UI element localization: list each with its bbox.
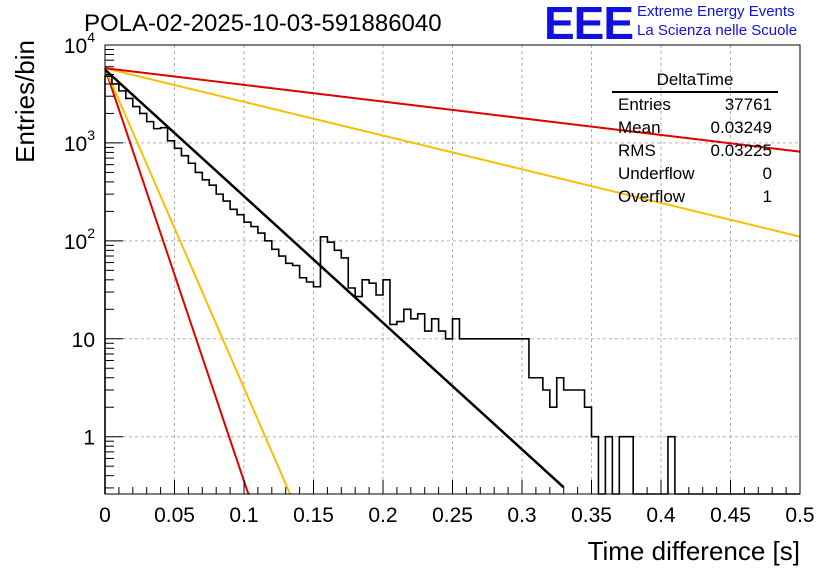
histogram xyxy=(104,75,800,495)
stats-value: 0.03225 xyxy=(710,141,772,160)
eee-logo: EEE xyxy=(544,0,634,49)
x-tick-label: 0.45 xyxy=(710,504,751,527)
stats-title: DeltaTime xyxy=(612,70,778,93)
stats-row-entries: Entries 37761 xyxy=(612,93,778,116)
logo-line-1: Extreme Energy Events xyxy=(637,3,795,20)
reference-curves xyxy=(104,67,801,495)
stats-value: 0 xyxy=(762,164,772,183)
stats-row-mean: Mean 0.03249 xyxy=(612,116,778,139)
stats-label: Overflow xyxy=(618,187,686,206)
stats-label: Mean xyxy=(618,118,661,137)
grid xyxy=(105,45,800,494)
stats-label: Entries xyxy=(618,95,671,114)
stats-label: Underflow xyxy=(618,164,695,183)
y-tick-exponent: 4 xyxy=(87,29,95,45)
x-tick-label: 0.4 xyxy=(646,504,676,527)
chart-title: POLA-02-2025-10-03-591886040 xyxy=(84,10,442,37)
x-tick-label: 0.35 xyxy=(571,504,612,527)
fit-line xyxy=(104,68,565,489)
stats-value: 1 xyxy=(762,187,772,206)
curve-red-slow xyxy=(104,67,801,153)
x-tick-label: 0.3 xyxy=(507,504,536,527)
y-axis-label: Entries/bin xyxy=(10,40,40,163)
stats-row-overflow: Overflow 1 xyxy=(612,185,778,208)
x-tick-label: 0.15 xyxy=(293,504,334,527)
x-tick-label: 0 xyxy=(99,504,111,527)
y-tick-label: 102 xyxy=(64,225,95,254)
x-tick-label: 0.1 xyxy=(229,504,258,527)
curve-red-fast xyxy=(104,67,250,495)
logo-line-2: La Scienza nelle Scuole xyxy=(637,22,798,39)
stats-box: DeltaTime Entries 37761 Mean 0.03249 RMS… xyxy=(612,70,778,208)
curve-yellow-slow xyxy=(104,67,801,238)
stats-value: 0.03249 xyxy=(710,118,772,137)
stats-row-underflow: Underflow 0 xyxy=(612,162,778,185)
x-tick-label: 0.25 xyxy=(432,504,473,527)
x-tick-label: 0.05 xyxy=(154,504,195,527)
stats-row-rms: RMS 0.03225 xyxy=(612,139,778,162)
curve-yellow-fast xyxy=(104,67,292,495)
y-tick-label: 10 xyxy=(72,329,95,352)
y-tick-label: 1 xyxy=(83,427,95,450)
stats-value: 37761 xyxy=(724,95,772,114)
y-tick-label: 103 xyxy=(64,127,95,156)
x-tick-label: 0.5 xyxy=(785,504,814,527)
y-tick-exponent: 2 xyxy=(87,225,95,241)
x-tick-label: 0.2 xyxy=(368,504,397,527)
stats-label: RMS xyxy=(618,141,656,160)
x-axis-label: Time difference [s] xyxy=(588,536,800,566)
y-tick-exponent: 3 xyxy=(87,127,95,143)
